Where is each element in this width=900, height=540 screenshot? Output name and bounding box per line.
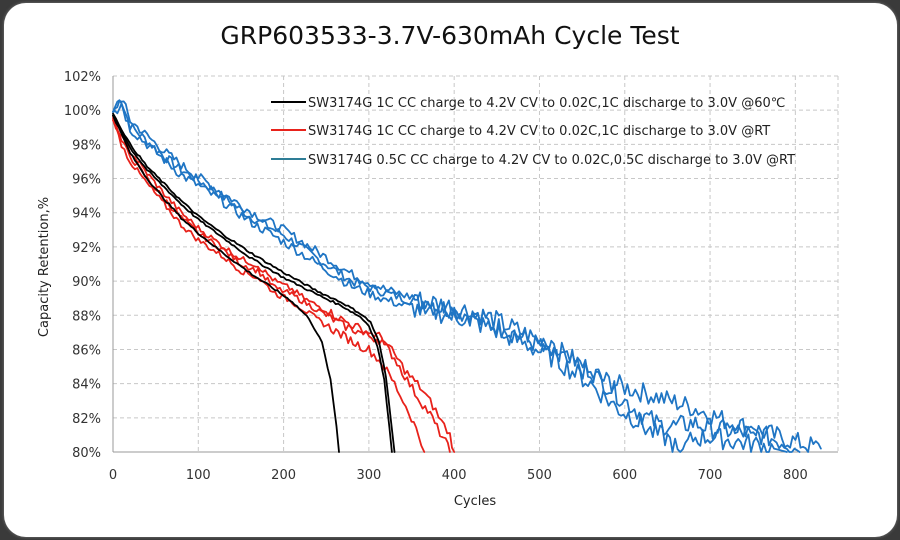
legend-entry: SW3174G 1C CC charge to 4.2V CV to 0.02C… [308,96,785,111]
y-tick-label: 90% [72,275,101,290]
y-tick-label: 98% [72,138,101,153]
y-tick-label: 92% [72,241,101,256]
series-line [112,117,451,453]
series-line [112,114,393,453]
x-tick-label: 100 [186,468,211,483]
series-lines [112,99,822,453]
series-2 [112,99,822,453]
chart-title: GRP603533-3.7V-630mAh Cycle Test [220,21,679,50]
series-line [112,119,426,453]
series-line [112,102,788,453]
x-tick-label: 800 [783,468,808,483]
y-tick-label: 84% [72,378,101,393]
grid [113,75,839,452]
y-tick-label: 88% [72,309,101,324]
legend-entry: SW3174G 1C CC charge to 4.2V CV to 0.02C… [308,124,770,139]
y-tick-label: 96% [72,173,101,188]
x-tick-label: 400 [442,468,467,483]
series-0 [112,112,396,453]
x-tick-label: 700 [698,468,723,483]
y-tick-label: 80% [72,446,101,461]
legend-entry: SW3174G 0.5C CC charge to 4.2V CV to 0.0… [308,153,795,168]
y-tick-label: 100% [64,104,101,119]
x-tick-label: 600 [612,468,637,483]
y-tick-label: 86% [72,343,101,358]
axes [112,76,838,453]
series-line [112,99,822,453]
y-tick-label: 82% [72,412,101,427]
x-tick-label: 0 [109,468,117,483]
y-tick-label: 102% [64,70,101,85]
tick-labels: 80% 82% 84% 86% 88% 90% 92% 94% 96% 98% 100% 102% 0 1… [64,70,808,483]
series-line [112,114,340,453]
series-line [112,116,456,453]
legend: SW3174G 1C CC charge to 4.2V CV to 0.02C… [271,96,795,168]
x-tick-label: 200 [271,468,296,483]
chart-card: GRP603533-3.7V-630mAh Cycle Test 80% 82% 8… [4,3,897,537]
x-tick-label: 300 [356,468,381,483]
series-line [112,112,396,453]
chart: GRP603533-3.7V-630mAh Cycle Test 80%82%8… [37,21,839,509]
y-tick-label: 94% [72,207,101,222]
x-tick-label: 500 [527,468,552,483]
y-axis-label: Capacity Retention,% [37,197,52,337]
series-1 [112,116,456,453]
x-axis-label: Cycles [454,494,497,509]
series-line [112,99,801,453]
